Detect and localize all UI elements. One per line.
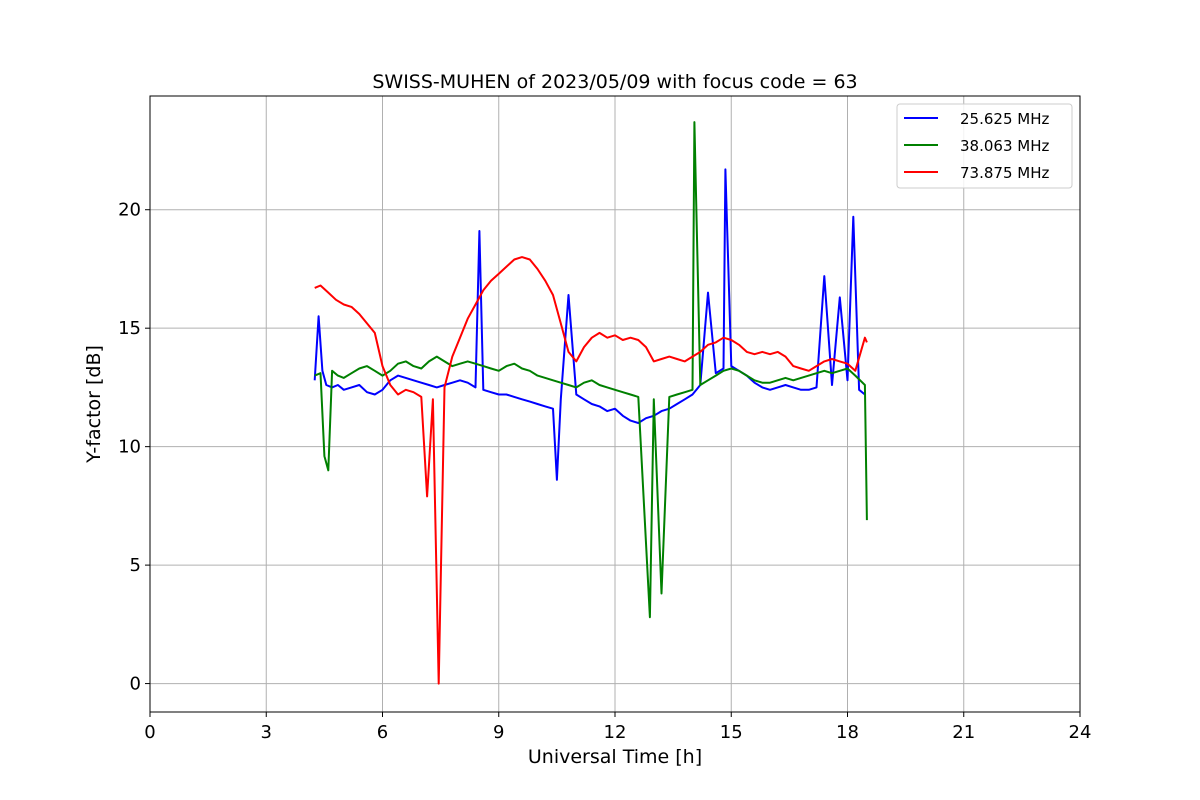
y-axis: 0 5 10 15 20 xyxy=(118,200,150,695)
x-tick-label: 12 xyxy=(604,722,627,743)
x-tick-label: 21 xyxy=(952,722,975,743)
plot-area xyxy=(313,121,868,685)
x-tick-label: 9 xyxy=(493,722,504,743)
series-line-3 xyxy=(314,256,868,685)
legend-label-73mhz: 73.875 MHz xyxy=(960,164,1049,182)
y-tick-label: 5 xyxy=(130,555,141,576)
x-axis: 0 3 6 9 12 15 18 21 24 xyxy=(144,712,1091,743)
legend-label-38mhz: 38.063 MHz xyxy=(960,137,1049,155)
y-axis-label: Y-factor [dB] xyxy=(83,345,105,464)
x-tick-label: 24 xyxy=(1069,722,1092,743)
x-tick-label: 18 xyxy=(836,722,859,743)
y-tick-label: 10 xyxy=(118,437,141,458)
x-tick-label: 3 xyxy=(261,722,272,743)
y-tick-label: 20 xyxy=(118,200,141,221)
series-line-2 xyxy=(314,121,868,619)
legend-label-25mhz: 25.625 MHz xyxy=(960,110,1049,128)
series-line-1 xyxy=(313,168,866,481)
y-tick-label: 0 xyxy=(130,674,141,695)
legend: 25.625 MHz 38.063 MHz 73.875 MHz xyxy=(896,103,1073,189)
x-tick-label: 0 xyxy=(144,722,155,743)
legend-box xyxy=(896,103,1073,189)
x-tick-label: 6 xyxy=(377,722,388,743)
chart-title: SWISS-MUHEN of 2023/05/09 with focus cod… xyxy=(372,71,857,93)
x-tick-label: 15 xyxy=(720,722,743,743)
y-tick-label: 15 xyxy=(118,318,141,339)
x-axis-label: Universal Time [h] xyxy=(528,746,702,768)
